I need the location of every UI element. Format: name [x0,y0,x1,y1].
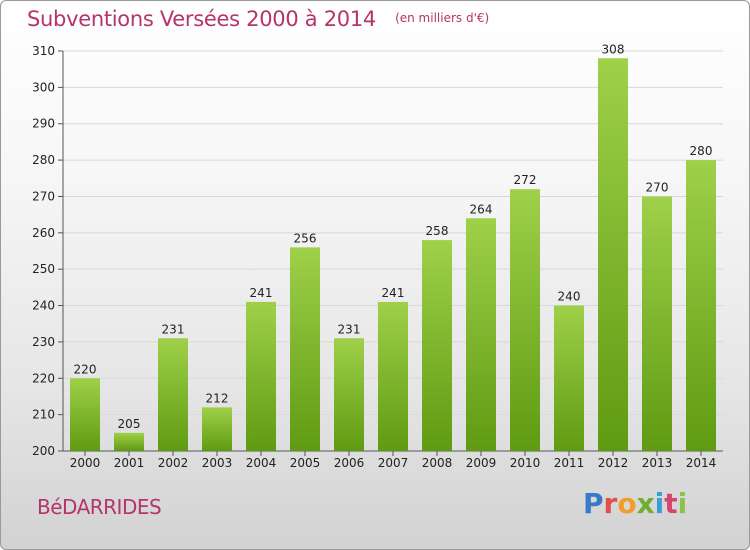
bar-value-label: 270 [646,180,669,194]
bar-value-label: 212 [206,391,229,405]
y-tick-label: 250 [32,262,55,276]
x-tick-label: 2014 [686,456,717,470]
chart-title: Subventions Versées 2000 à 2014 [27,7,376,31]
x-tick-label: 2013 [642,456,673,470]
bar-2009 [466,218,496,451]
x-tick-label: 2003 [202,456,233,470]
bar-value-label: 280 [690,144,713,158]
x-tick-label: 2004 [246,456,277,470]
bar-2008 [422,240,452,451]
logo-letter: P [583,487,604,520]
x-tick-label: 2008 [422,456,453,470]
bar-value-label: 220 [74,362,97,376]
logo-letter: t [664,487,678,520]
bar-2012 [598,58,628,451]
y-tick-label: 300 [32,80,55,94]
bar-2013 [642,196,672,451]
bar-value-label: 241 [250,286,273,300]
bar-2007 [378,301,408,451]
logo-letter: r [603,487,618,520]
y-tick-label: 310 [32,44,55,58]
y-tick-label: 280 [32,153,55,167]
bar-2004 [246,301,276,451]
bar-2002 [158,338,188,451]
town-name: BéDARRIDES [37,495,162,519]
bar-2000 [70,378,100,451]
bar-2006 [334,338,364,451]
y-tick-label: 270 [32,189,55,203]
title-row: Subventions Versées 2000 à 2014 (en mill… [27,7,489,31]
bar-value-label: 258 [426,224,449,238]
x-tick-label: 2009 [466,456,497,470]
bar-2011 [554,305,584,451]
y-tick-label: 240 [32,299,55,313]
logo-letter: x [636,487,655,520]
bar-value-label: 272 [514,173,537,187]
bar-2005 [290,247,320,451]
chart-unit: (en milliers d'€) [395,11,490,25]
y-tick-label: 290 [32,117,55,131]
bar-value-label: 231 [162,322,185,336]
y-tick-label: 220 [32,371,55,385]
x-tick-label: 2011 [554,456,585,470]
logo-letter: i [677,487,688,520]
bar-2003 [202,407,232,451]
x-tick-label: 2010 [510,456,541,470]
proxiti-logo[interactable]: Proxiti [583,487,687,520]
logo-letter: o [617,487,637,520]
bar-value-label: 205 [118,417,141,431]
bar-value-label: 240 [558,290,581,304]
bar-2014 [686,160,716,451]
labels: 200 210 220 230 240 250 260 270 280 290 300 310 220 2… [32,42,716,470]
bar-value-label: 264 [470,202,493,216]
logo-letter: i [654,487,665,520]
bar-value-label: 231 [338,322,361,336]
bars [70,58,716,451]
x-tick-label: 2001 [114,456,145,470]
bar-value-label: 256 [294,231,317,245]
x-tick-label: 2005 [290,456,321,470]
y-tick-label: 200 [32,444,55,458]
bar-2010 [510,189,540,451]
bar-value-label: 308 [602,42,625,56]
bar-value-label: 241 [382,286,405,300]
x-tick-label: 2012 [598,456,629,470]
y-tick-label: 210 [32,408,55,422]
x-tick-label: 2007 [378,456,409,470]
bar-2001 [114,432,144,451]
x-tick-label: 2000 [70,456,101,470]
x-tick-label: 2006 [334,456,365,470]
x-tick-label: 2002 [158,456,189,470]
y-tick-label: 260 [32,226,55,240]
y-tick-label: 230 [32,335,55,349]
